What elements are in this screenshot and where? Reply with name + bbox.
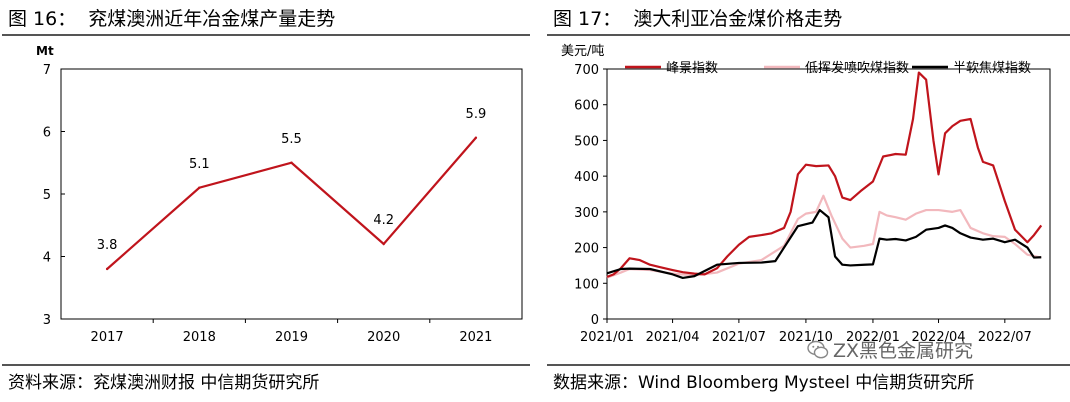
left-title-divider xyxy=(2,34,530,36)
wechat-icon xyxy=(807,340,829,359)
x-tick-label: 2021 xyxy=(459,330,492,345)
plot-frame xyxy=(60,68,523,320)
x-tick-label: 2021/07 xyxy=(712,330,766,345)
y-tick-label: 200 xyxy=(574,242,599,257)
series-line-3 xyxy=(606,208,1042,280)
series-line-1 xyxy=(606,71,1043,278)
data-label: 5.5 xyxy=(281,132,302,147)
y-tick-label: 600 xyxy=(574,99,599,114)
x-tick-label: 2017 xyxy=(91,330,124,345)
x-tick-label: 2021/10 xyxy=(779,330,833,345)
x-tick-label: 2021/04 xyxy=(646,330,700,345)
x-tick-label: 2021/01 xyxy=(580,330,634,345)
plot-frame xyxy=(606,68,1051,320)
legend-label: 低挥发喷吹煤指数 xyxy=(805,60,909,76)
left-source-divider xyxy=(2,364,530,366)
y-tick-label: 700 xyxy=(574,63,599,78)
data-point xyxy=(290,161,293,164)
x-tick-label: 2022/07 xyxy=(978,330,1032,345)
legend-label: 半软焦煤指数 xyxy=(953,61,1031,76)
y-tick-label: 0 xyxy=(591,313,599,328)
right-source-divider xyxy=(547,364,1070,366)
y-tick-label: 7 xyxy=(43,63,51,78)
left-figure-panel: 图 16： 兖煤澳洲近年冶金煤产量走势 Mt 3 4 5 6 7 2017 2018 2019 2… xyxy=(0,0,530,402)
data-point xyxy=(105,267,109,271)
y-tick-label: 500 xyxy=(574,134,599,149)
y-tick-label: 300 xyxy=(574,206,599,221)
price-line-chart: 美元/吨 0 100 200 300 400 500 600 700 2021/01 2021/04… xyxy=(561,44,1051,345)
data-label: 5.9 xyxy=(466,107,487,122)
right-source-note: 数据来源：Wind Bloomberg Mysteel 中信期货研究所 xyxy=(553,373,975,393)
y-axis-unit-label: Mt xyxy=(36,44,54,58)
series-line-production xyxy=(106,137,477,270)
y-tick-label: 3 xyxy=(43,313,51,328)
y-tick-label: 4 xyxy=(43,251,51,266)
y-tick-label: 100 xyxy=(574,277,599,292)
data-point xyxy=(474,136,478,139)
data-label: 5.1 xyxy=(189,157,210,172)
x-tick-label: 2022/04 xyxy=(912,330,966,345)
watermark-text: ZX黑色金属研究 xyxy=(833,340,974,362)
legend-label: 峰景指数 xyxy=(666,61,718,76)
series-line-2 xyxy=(606,194,1042,279)
data-label: 4.2 xyxy=(373,213,394,228)
left-source-note: 资料来源：兖煤澳洲财报 中信期货研究所 xyxy=(8,373,320,393)
left-figure-title: 图 16： 兖煤澳洲近年冶金煤产量走势 xyxy=(8,8,336,30)
data-point xyxy=(198,186,201,189)
x-tick-label: 2018 xyxy=(183,330,216,345)
right-title-divider xyxy=(547,34,1070,36)
y-tick-label: 400 xyxy=(574,170,599,185)
data-label: 3.8 xyxy=(97,238,118,253)
production-line-chart: Mt 3 4 5 6 7 2017 2018 2019 2020 2021 3.8 5.1 5.5 4.2 5… xyxy=(36,44,523,345)
right-figure-title: 图 17： 澳大利亚冶金煤价格走势 xyxy=(553,8,843,30)
x-tick-label: 2022/01 xyxy=(846,330,900,345)
y-tick-label: 6 xyxy=(43,126,51,141)
x-tick-label: 2019 xyxy=(275,330,308,345)
y-tick-label: 5 xyxy=(43,188,51,203)
watermark: ZX黑色金属研究 xyxy=(807,336,973,363)
data-point xyxy=(382,242,385,246)
y-axis-unit-label: 美元/吨 xyxy=(561,44,604,59)
right-figure-panel: 图 17： 澳大利亚冶金煤价格走势 美元/吨 0 100 200 300 400 500 60… xyxy=(545,0,1070,402)
x-tick-label: 2020 xyxy=(367,330,400,345)
